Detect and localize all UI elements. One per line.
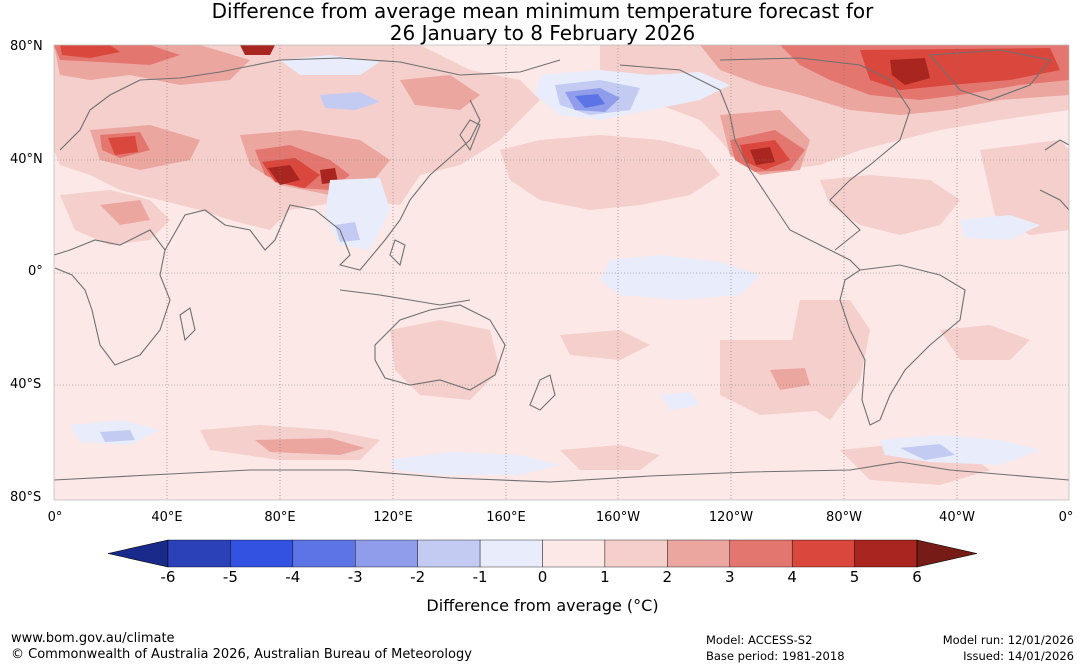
anomaly-map <box>53 44 1070 501</box>
lat-label-40n: 40°N <box>10 152 43 167</box>
lon-label-160e: 160°E <box>486 510 526 525</box>
colorbar-cell <box>604 539 668 568</box>
cool-anomaly-0-neg1 <box>70 55 1040 475</box>
colorbar-tick-label: 6 <box>912 568 922 586</box>
colorbar-tick-label: 1 <box>600 568 610 586</box>
map-frame <box>53 44 1070 501</box>
colorbar-cell <box>167 539 231 568</box>
lon-label-40w: 40°W <box>939 510 975 525</box>
colorbar-cell <box>479 539 543 568</box>
lon-label-120e: 120°E <box>373 510 413 525</box>
colorbar <box>107 539 978 568</box>
lat-label-80s: 80°S <box>10 490 42 505</box>
colorbar-cell <box>791 539 855 568</box>
lon-label-120w: 120°W <box>708 510 754 525</box>
cool-anomaly-core <box>575 94 605 108</box>
colorbar-tick-label: 5 <box>849 568 860 586</box>
colorbar-extend-high <box>916 539 978 568</box>
colorbar-tick-label: -1 <box>472 568 488 586</box>
footer-copyright: © Commonwealth of Australia 2026, Austra… <box>11 647 472 662</box>
colorbar-cell <box>542 539 606 568</box>
lon-label-0-right: 0° <box>1058 510 1074 525</box>
chart-title-line2: 26 January to 8 February 2026 <box>389 21 696 45</box>
colorbar-tick-label: 3 <box>724 568 735 586</box>
lon-label-0-left: 0° <box>47 510 63 525</box>
colorbar-label: Difference from average (°C) <box>426 596 659 615</box>
colorbar-cell <box>230 539 294 568</box>
colorbar-tick-label: -5 <box>222 568 238 586</box>
colorbar-tick-label: 0 <box>537 568 548 586</box>
colorbar-tick-label: -6 <box>160 568 176 586</box>
footer-base-period: Base period: 1981-2018 <box>706 649 845 663</box>
colorbar-cell <box>729 539 793 568</box>
colorbar-cell <box>355 539 418 568</box>
colorbar-cell <box>417 539 481 568</box>
lon-label-160w: 160°W <box>595 510 641 525</box>
lon-label-40e: 40°E <box>151 510 183 525</box>
colorbar-cell <box>292 539 356 568</box>
lon-label-80e: 80°E <box>264 510 296 525</box>
colorbar-tick-label: 2 <box>662 568 673 586</box>
lat-label-0: 0° <box>28 264 43 279</box>
lat-label-40s: 40°S <box>10 377 42 392</box>
colorbar-tick-label: 4 <box>787 568 797 586</box>
warm-anomaly-5-6 <box>240 45 930 185</box>
colorbar-cell <box>667 539 730 568</box>
colorbar-tick-label: -4 <box>285 568 301 586</box>
footer-model: Model: ACCESS-S2 <box>706 633 813 647</box>
colorbar-extend-low <box>107 539 169 568</box>
gridlines <box>54 45 1069 500</box>
lon-label-80w: 80°W <box>826 510 862 525</box>
footer-issued: Issued: 14/01/2026 <box>963 649 1074 663</box>
colorbar-tick-label: -2 <box>410 568 426 586</box>
lat-label-80n: 80°N <box>10 39 43 54</box>
colorbar-tick-label: -3 <box>347 568 363 586</box>
footer-website: www.bom.gov.au/climate <box>11 631 175 646</box>
colorbar-cell <box>854 539 918 568</box>
chart-title-line1: Difference from average mean minimum tem… <box>211 0 874 23</box>
coastlines <box>53 49 1070 483</box>
footer-model-run: Model run: 12/01/2026 <box>942 633 1074 647</box>
